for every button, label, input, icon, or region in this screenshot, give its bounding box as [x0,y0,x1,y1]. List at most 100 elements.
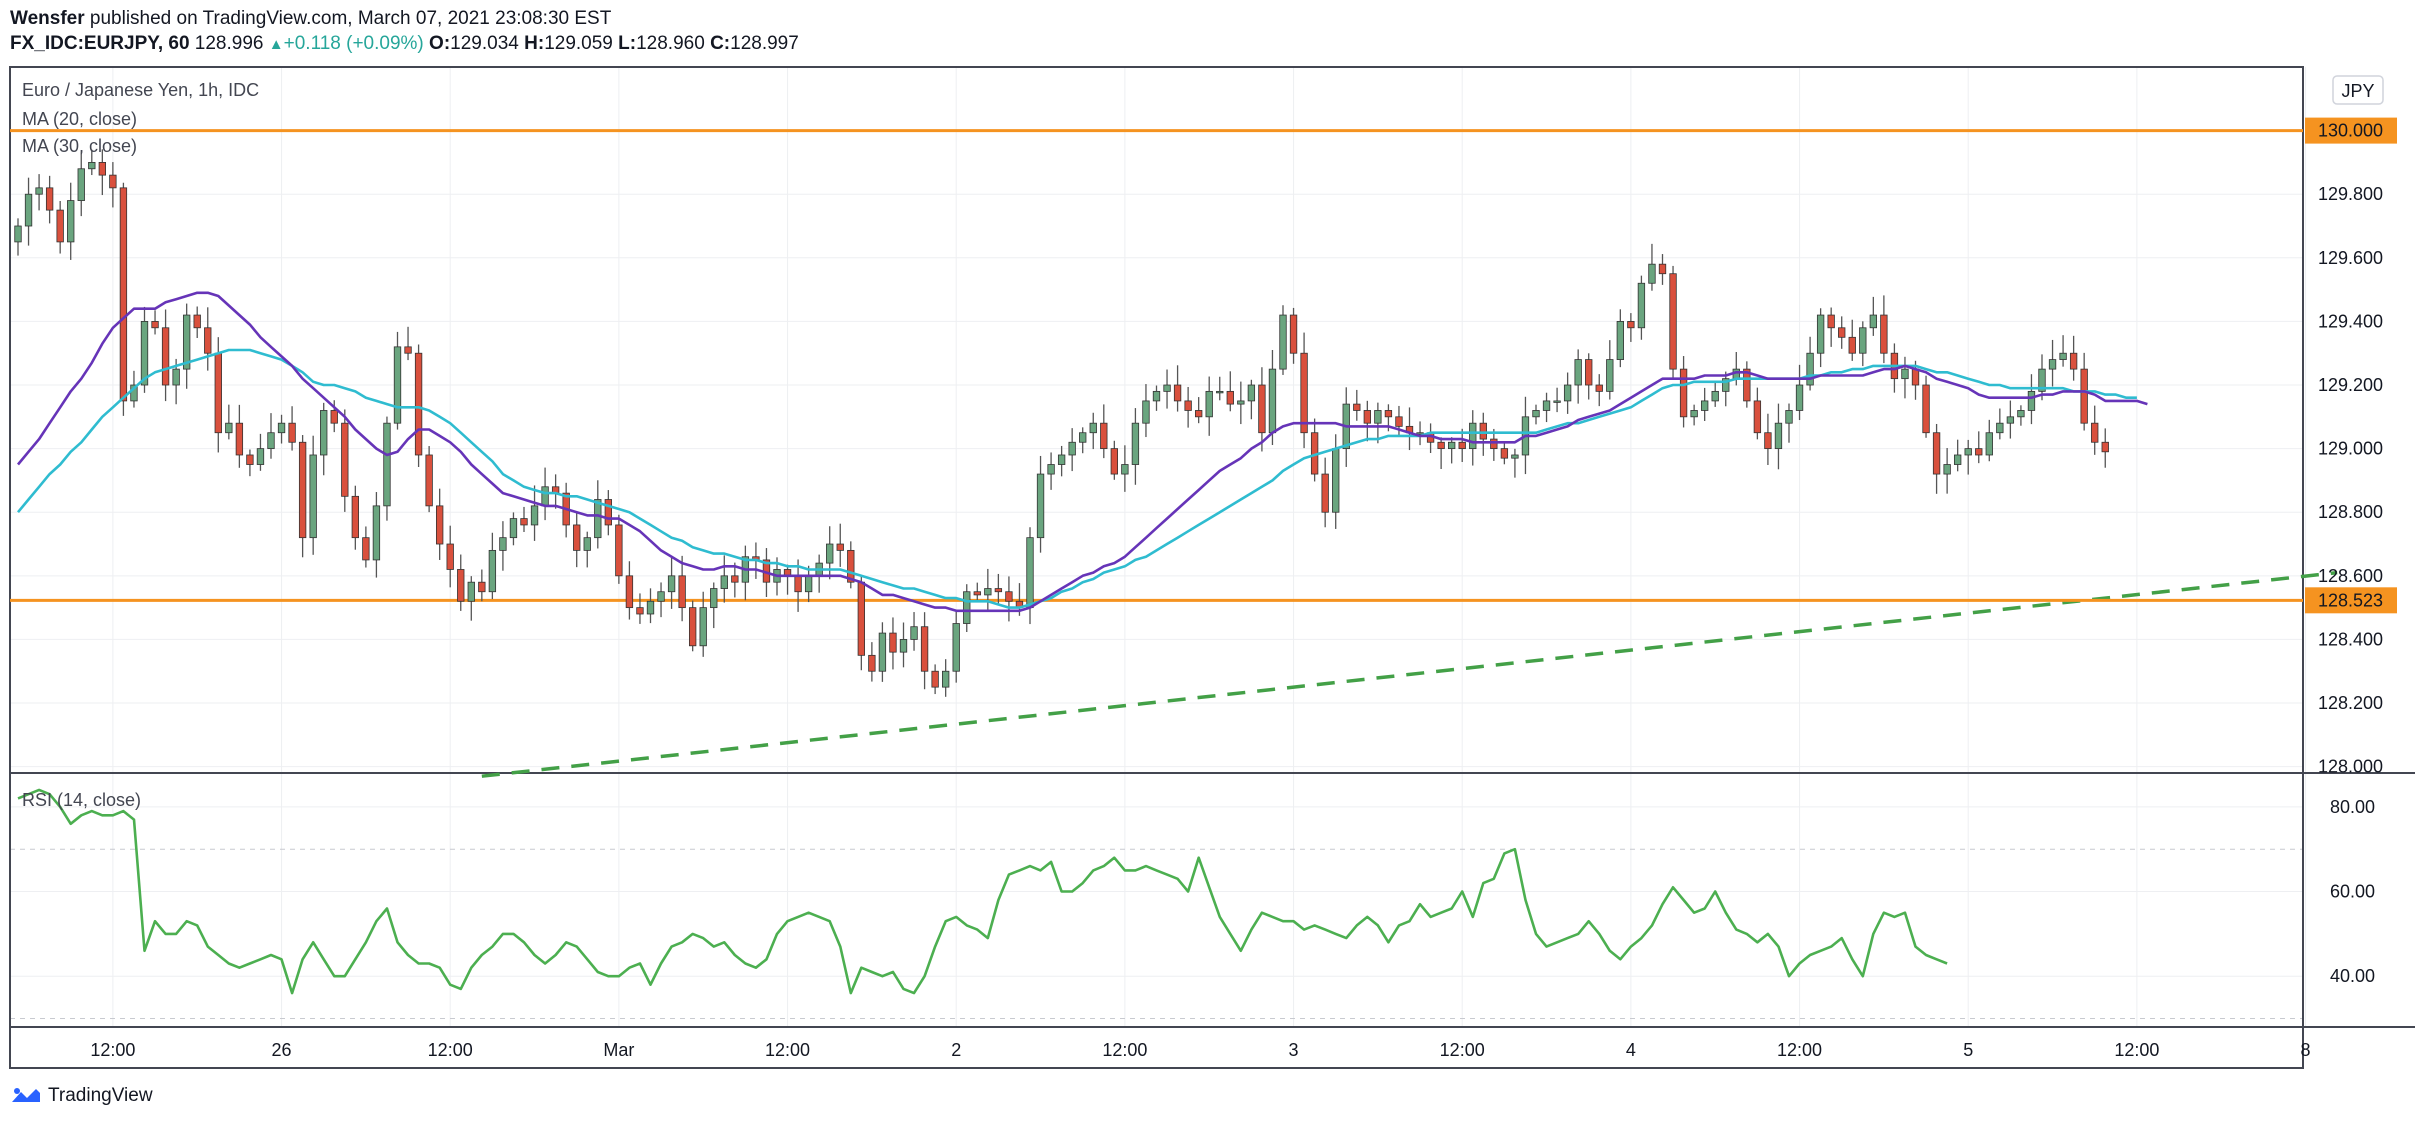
candle-body [984,588,992,596]
candle-body [1142,400,1150,424]
price-tick-label: 129.000 [2318,439,2383,459]
candle-body [1953,454,1962,465]
price-tick-label: 128.600 [2318,566,2383,586]
candle-body [2080,368,2088,424]
candle-body [952,623,960,672]
candle-body [383,422,391,507]
candle-body [1036,473,1045,539]
candle-body [1616,321,1625,360]
candle-body [1226,390,1234,405]
rsi-tick-label: 60.00 [2330,882,2375,902]
candle-body [2027,390,2036,411]
brand-footer[interactable]: TradingView [10,1085,153,1107]
candle-body [457,569,465,602]
price-tick-label: 128.400 [2318,629,2383,649]
candle-body [1648,263,1656,284]
price-level-tag [2305,587,2397,614]
candle-body [1353,403,1361,411]
ma20-legend[interactable]: MA (20, close) [22,109,138,129]
candle-body [847,549,855,583]
ma30-legend[interactable]: MA (30, close) [22,136,138,156]
price-tick-label: 128.000 [2318,757,2383,777]
time-tick-label: 5 [1963,1040,1973,1060]
candle-body [583,537,591,551]
price-level-label: 130.000 [2318,121,2383,141]
rsi-tick-label: 40.00 [2330,966,2375,986]
candle-body [1595,384,1603,392]
series-title[interactable]: Euro / Japanese Yen, 1h, IDC [22,80,260,100]
candle-body [667,575,676,593]
rsi-legend[interactable]: RSI (14, close) [22,790,142,810]
time-tick-label: 12:00 [90,1040,135,1060]
candle-body [1838,327,1846,338]
candle-body [1237,400,1245,405]
candle-body [425,454,433,507]
candle-body [1026,537,1034,609]
candle-body [2006,416,2015,424]
candle-body [172,368,180,386]
candle-body [920,626,929,672]
candle-body [372,505,381,561]
candle-body [910,626,918,640]
candle-body [1848,336,1856,354]
rsi-tick-label: 80.00 [2330,797,2375,817]
author-name[interactable]: Wensfer [10,8,85,29]
candle-body [204,327,212,354]
candle-body [1606,359,1614,392]
candle-body [2048,359,2057,370]
candle-body [246,454,254,465]
candle-body [1100,422,1108,450]
ma30-line [16,348,2137,609]
candle-body [1089,422,1097,434]
price-axis[interactable]: 128.000 128.200 128.400 128.600 128.800 129.0… [2305,117,2397,987]
candle-body [1500,448,1509,459]
candle-body [35,187,43,195]
candle-body [1205,390,1213,418]
candle-body [309,454,317,539]
time-tick-label: 12:00 [1440,1040,1485,1060]
candle-body [646,600,655,615]
currency-badge[interactable]: JPY [2332,75,2384,105]
candle-body [688,607,697,647]
candle-body [1289,314,1298,354]
candle-body [994,588,1003,593]
candle-body [1816,314,1825,354]
price-level-tag [2305,117,2397,144]
candle-body [1795,384,1804,411]
open-value: 129.034 [450,33,519,54]
close-value: 128.997 [730,33,799,54]
low-label: L: [618,33,637,54]
candle-body [193,314,201,329]
price-tick-label: 129.800 [2318,184,2383,204]
candle-body [235,422,244,456]
candle-body [1374,410,1382,424]
price-change: +0.118 (+0.09%) [283,33,424,54]
candle-body [1722,378,1730,392]
candle-body [14,225,22,243]
candle-body [857,581,866,656]
candle-body [1932,432,1941,475]
publish-info: Wensfer published on TradingView.com, Ma… [10,8,611,30]
candle-body [298,441,307,539]
candle-body [45,187,54,211]
time-axis[interactable]: 12:00 26 12:00 Mar 12:00 2 12:00 3 12:00 4 12:00 5 1… [90,1040,2310,1060]
candle-body [1964,448,1972,456]
candle-body [2038,368,2046,392]
trendline[interactable] [481,570,2338,778]
candle-body [868,654,876,672]
close-label: C: [710,33,731,54]
high-label: H: [524,33,545,54]
horizontal-levels[interactable] [10,129,2303,602]
candle-body [1194,410,1203,418]
symbol-name: FX_IDC:EURJPY, 60 [10,33,190,54]
tradingview-logo-icon [12,1088,40,1102]
ma20-path [16,291,2148,613]
candle-body [1490,438,1498,450]
candle-body [530,505,539,526]
candle-body [435,505,444,545]
candle-body [341,422,349,497]
candle-body [182,314,191,370]
candle-body [1574,359,1582,386]
candle-body [362,537,370,561]
